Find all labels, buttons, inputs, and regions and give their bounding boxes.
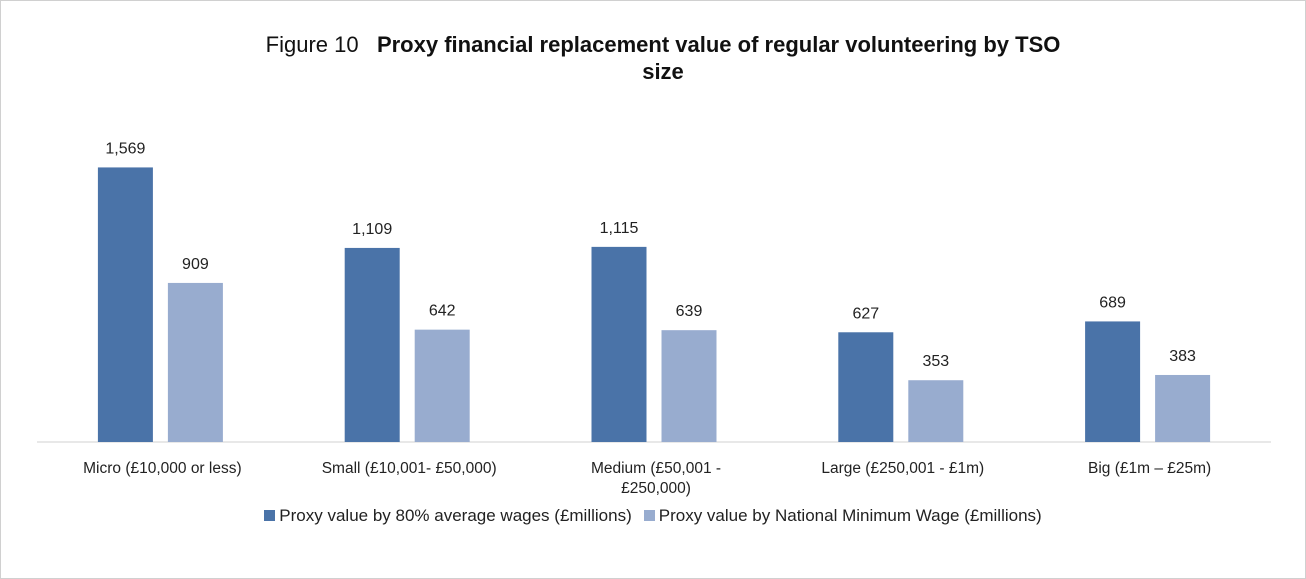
title-text: Proxy financial replacement value of reg…: [376, 32, 1061, 84]
data-label: 639: [676, 303, 703, 320]
bar: [1085, 321, 1141, 442]
data-label: 383: [1169, 348, 1196, 365]
x-tick-label: Big (£1m – £25m): [1087, 460, 1212, 477]
data-label: 689: [1099, 294, 1126, 311]
data-label: 642: [429, 303, 456, 320]
bar: [591, 246, 647, 442]
title-prefix: Figure 10: [265, 32, 359, 57]
x-tick-label: Large (£250,001 - £1m): [821, 460, 985, 477]
data-label: 353: [922, 353, 949, 370]
legend: Proxy value by 80% average wages (£milli…: [1, 506, 1305, 526]
bar: [97, 167, 153, 443]
x-tick-label: Small (£10,001- £50,000): [321, 460, 497, 477]
bar: [1155, 374, 1211, 442]
chart-title: Figure 10 Proxy financial replacement va…: [243, 31, 1083, 85]
data-label: 1,115: [600, 220, 639, 237]
legend-label: Proxy value by National Minimum Wage (£m…: [658, 506, 1042, 525]
legend-item: Proxy value by National Minimum Wage (£m…: [643, 506, 1042, 526]
data-label: 1,109: [352, 221, 392, 238]
x-tick-label: Micro (£10,000 or less): [83, 460, 242, 477]
bar: [167, 282, 223, 442]
legend-swatch: [264, 510, 276, 521]
legend-label: Proxy value by 80% average wages (£milli…: [279, 506, 632, 525]
bar: [908, 380, 964, 442]
legend-item: Proxy value by 80% average wages (£milli…: [264, 506, 632, 526]
data-label: 1,569: [105, 140, 145, 157]
bar: [838, 332, 894, 442]
bar: [344, 247, 400, 442]
x-tick-label: Medium (£50,001 - £250,000): [590, 460, 722, 497]
data-label: 627: [852, 305, 879, 322]
data-label: 909: [182, 256, 209, 273]
bar: [661, 330, 717, 442]
legend-swatch: [643, 510, 655, 521]
bar: [414, 329, 470, 442]
